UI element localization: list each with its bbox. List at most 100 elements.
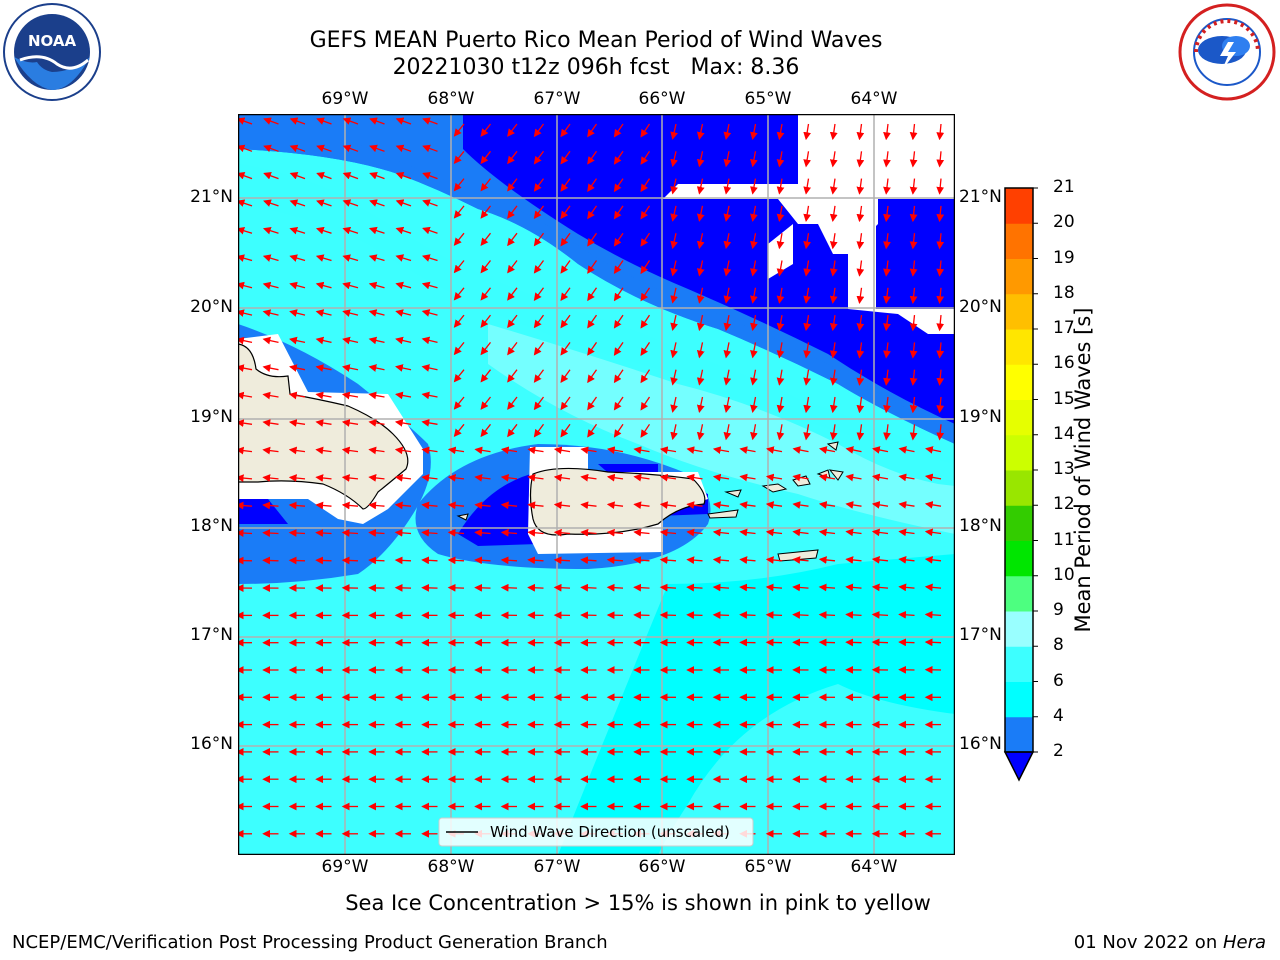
wind-wave-arrow bbox=[533, 369, 545, 383]
wind-wave-arrow bbox=[670, 342, 678, 359]
wind-wave-arrow bbox=[394, 446, 412, 455]
wind-wave-arrow bbox=[818, 473, 836, 482]
wind-wave-arrow bbox=[723, 178, 732, 195]
wind-wave-arrow bbox=[527, 528, 544, 537]
wind-wave-arrow bbox=[723, 396, 732, 413]
wind-wave-arrow bbox=[560, 287, 571, 302]
wind-wave-arrow bbox=[829, 342, 838, 359]
puerto-rico-land bbox=[529, 467, 706, 536]
wind-wave-arrow bbox=[856, 178, 865, 195]
wind-wave-arrow bbox=[792, 611, 809, 619]
wind-wave-arrow bbox=[909, 178, 918, 195]
wind-wave-arrow bbox=[909, 315, 918, 332]
wind-wave-arrow bbox=[818, 583, 836, 592]
wind-wave-arrow bbox=[750, 369, 758, 386]
wind-wave-arrow bbox=[447, 583, 465, 592]
wind-wave-arrow bbox=[670, 233, 678, 250]
wind-wave-arrow bbox=[776, 369, 785, 386]
wind-wave-arrow bbox=[845, 501, 862, 509]
wind-wave-arrow bbox=[883, 287, 891, 304]
colorbar-svg bbox=[1003, 187, 1038, 782]
wind-wave-arrow bbox=[750, 314, 758, 332]
wind-wave-arrow bbox=[613, 232, 624, 247]
wind-wave-arrow bbox=[289, 309, 306, 317]
wind-wave-arrow bbox=[342, 364, 359, 372]
wind-wave-arrow bbox=[395, 226, 412, 235]
colorbar-band bbox=[1005, 293, 1033, 330]
wind-wave-arrow bbox=[474, 583, 491, 592]
wind-wave-arrow bbox=[633, 611, 650, 620]
lat-label-right: 20°N bbox=[959, 297, 1002, 317]
wind-wave-arrow bbox=[776, 342, 785, 359]
wind-wave-arrow bbox=[395, 199, 412, 207]
wind-wave-arrow bbox=[500, 528, 518, 537]
wind-wave-arrow bbox=[871, 556, 889, 564]
wind-wave-arrow bbox=[238, 254, 253, 262]
wind-wave-arrow bbox=[238, 364, 253, 372]
wind-wave-arrow bbox=[686, 611, 703, 619]
wind-wave-arrow bbox=[750, 205, 758, 222]
wind-wave-arrow bbox=[765, 583, 783, 592]
wind-wave-arrow bbox=[686, 556, 703, 565]
wind-wave-arrow bbox=[288, 501, 306, 510]
wind-wave-arrow bbox=[670, 287, 678, 304]
lat-label-left: 16°N bbox=[190, 734, 233, 754]
wind-wave-arrow bbox=[395, 309, 412, 317]
wind-wave-arrow bbox=[909, 123, 918, 141]
wind-wave-arrow bbox=[262, 446, 279, 455]
wind-wave-arrow bbox=[776, 123, 785, 141]
wind-wave-arrow bbox=[739, 528, 756, 537]
wind-wave-arrow bbox=[394, 556, 412, 565]
colorbar-band bbox=[1005, 364, 1033, 400]
lon-label-top: 64°W bbox=[850, 89, 898, 109]
wind-wave-arrow bbox=[750, 151, 758, 168]
wind-wave-arrow bbox=[421, 501, 438, 510]
wind-wave-arrow bbox=[871, 610, 889, 619]
wind-wave-arrow bbox=[803, 260, 811, 277]
wind-wave-arrow bbox=[792, 446, 809, 454]
lon-label-top: 66°W bbox=[638, 89, 686, 109]
wind-wave-arrow bbox=[633, 501, 650, 510]
wind-wave-arrow bbox=[560, 260, 571, 274]
wind-wave-arrow bbox=[480, 396, 492, 410]
wind-wave-arrow bbox=[829, 205, 838, 222]
wind-wave-arrow bbox=[803, 205, 811, 222]
wind-wave-arrow bbox=[898, 528, 915, 537]
wind-wave-arrow bbox=[507, 150, 518, 165]
wind-wave-arrow bbox=[845, 556, 862, 564]
wind-wave-arrow bbox=[640, 150, 651, 165]
wind-wave-arrow bbox=[453, 396, 465, 410]
wind-wave-arrow bbox=[560, 396, 571, 411]
wind-wave-arrow bbox=[712, 446, 730, 454]
title-subtitle: 20221030 t12z 096h fcst Max: 8.36 bbox=[0, 55, 1192, 81]
colorbar-label: Mean Period of Wind Waves [s] bbox=[1071, 307, 1095, 633]
wind-wave-arrow bbox=[696, 233, 705, 250]
wind-wave-arrow bbox=[909, 369, 918, 386]
wind-wave-arrow bbox=[856, 396, 865, 414]
wind-wave-arrow bbox=[263, 172, 279, 180]
wind-wave-arrow bbox=[580, 446, 597, 455]
colorbar-band bbox=[1005, 716, 1033, 753]
wind-wave-arrow bbox=[527, 501, 544, 510]
wind-wave-arrow bbox=[533, 150, 545, 165]
wind-wave-arrow bbox=[238, 501, 253, 510]
lat-label-right: 16°N bbox=[959, 734, 1002, 754]
wind-wave-arrow bbox=[587, 150, 598, 165]
lat-label-right: 19°N bbox=[959, 407, 1002, 427]
lon-label-top: 68°W bbox=[427, 89, 475, 109]
ocean-field-8-9 bbox=[488, 324, 955, 534]
wind-wave-arrow bbox=[342, 281, 359, 290]
wind-wave-arrow bbox=[533, 260, 545, 274]
wind-wave-arrow bbox=[633, 446, 650, 455]
wind-wave-arrow bbox=[238, 199, 253, 207]
wind-wave-arrow bbox=[421, 309, 438, 317]
wind-wave-arrows bbox=[238, 117, 945, 838]
wind-wave-arrow bbox=[238, 172, 253, 180]
wind-wave-arrow bbox=[640, 260, 651, 275]
colorbar-tick-label: 10 bbox=[1053, 564, 1075, 585]
wind-wave-arrow bbox=[776, 396, 785, 414]
wind-wave-arrow bbox=[480, 369, 492, 383]
wind-wave-arrow bbox=[845, 528, 862, 537]
wind-wave-arrow bbox=[421, 474, 438, 482]
wind-wave-arrow bbox=[447, 446, 465, 455]
